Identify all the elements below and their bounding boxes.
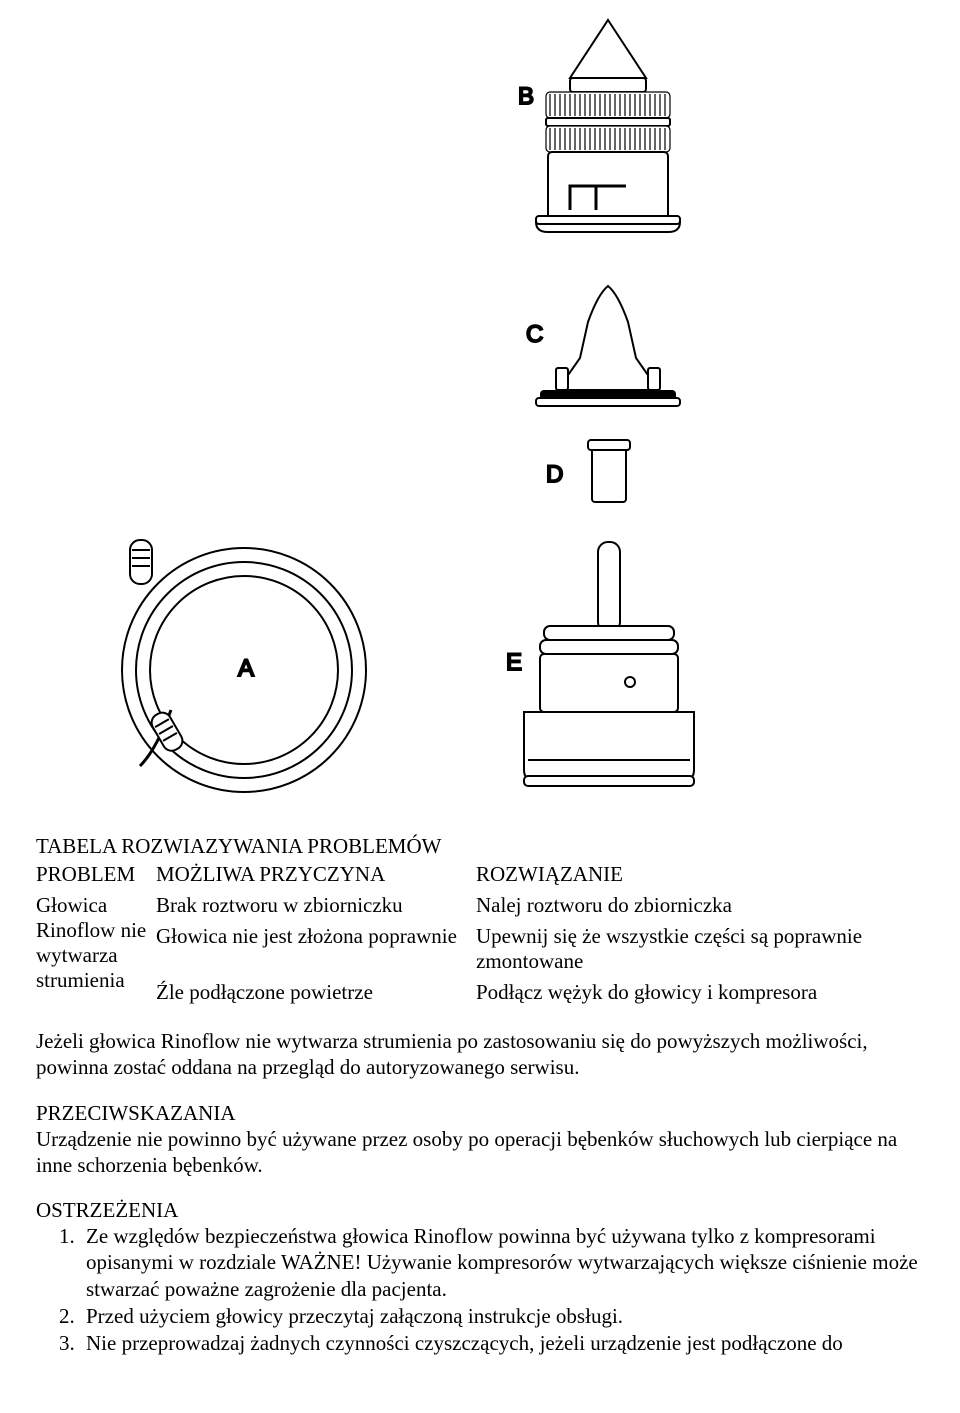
contraindications-text: Urządzenie nie powinno być używane przez… [36,1126,924,1179]
part-b-icon [536,20,680,232]
cell-problem: Głowica Rinoflow nie wytwarza strumienia [36,890,156,1008]
list-item: Ze względów bezpieczeństwa głowica Rinof… [80,1223,924,1302]
table-header-row: PROBLEM MOŻLIWA PRZYCZYNA ROZWIĄZANIE [36,859,924,890]
label-a: A [238,655,254,682]
col-header-solution: ROZWIĄZANIE [476,859,924,890]
list-item: Nie przeprowadzaj żadnych czynności czys… [80,1330,924,1356]
part-c-icon [536,286,680,406]
part-d-icon [588,440,630,502]
part-e-icon [524,542,694,786]
document-page: B C D [0,0,960,1413]
cell-cause: Źle podłączone powietrze [156,977,476,1008]
col-header-problem: PROBLEM [36,859,156,890]
after-table-paragraph: Jeżeli głowica Rinoflow nie wytwarza str… [36,1028,924,1081]
table-row: Źle podłączone powietrze Podłącz wężyk d… [36,977,924,1008]
label-e: E [506,649,522,676]
cell-cause: Głowica nie jest złożona poprawnie [156,921,476,977]
cell-cause: Brak roztworu w zbiorniczku [156,890,476,921]
warnings-list: Ze względów bezpieczeństwa głowica Rinof… [62,1223,924,1356]
troubleshooting-table: PROBLEM MOŻLIWA PRZYCZYNA ROZWIĄZANIE Gł… [36,859,924,1008]
parts-diagram: B C D [36,10,924,830]
cell-solution: Podłącz wężyk do głowicy i kompresora [476,977,924,1008]
cell-solution: Upewnij się że wszystkie części są popra… [476,921,924,977]
table-row: Głowica nie jest złożona poprawnie Upewn… [36,921,924,977]
table-row: Głowica Rinoflow nie wytwarza strumienia… [36,890,924,921]
label-c: C [526,321,543,348]
parts-diagram-svg: B C D [36,10,924,830]
label-b: B [518,83,534,110]
cell-solution: Nalej roztworu do zbiorniczka [476,890,924,921]
table-title: TABELA ROZWIAZYWANIA PROBLEMÓW [36,834,924,859]
warnings-title: OSTRZEŻENIA [36,1198,924,1223]
label-d: D [546,461,563,488]
list-item: Przed użyciem głowicy przeczytaj załączo… [80,1303,924,1329]
contraindications-title: PRZECIWSKAZANIA [36,1101,924,1126]
col-header-cause: MOŻLIWA PRZYCZYNA [156,859,476,890]
